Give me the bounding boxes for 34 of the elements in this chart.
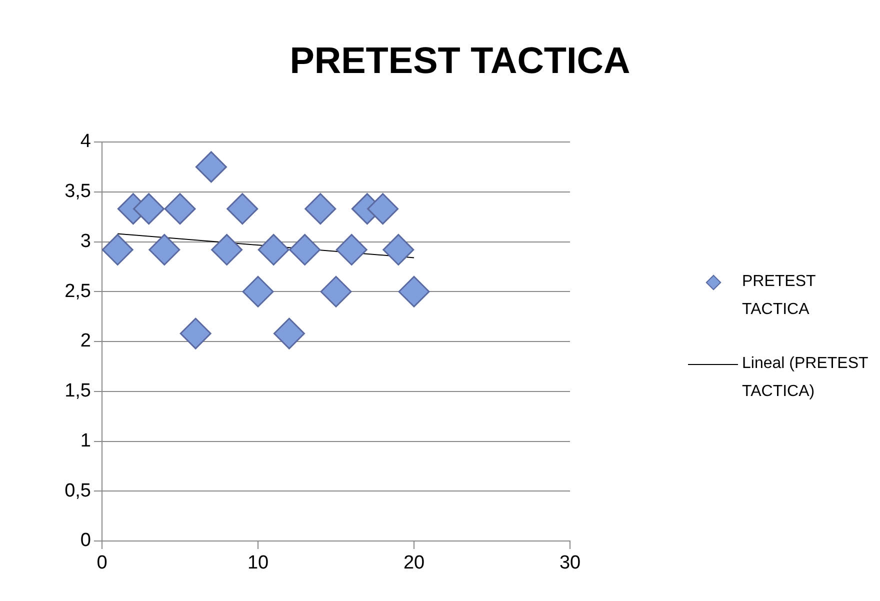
point	[226, 193, 258, 225]
x-tick-label: 0	[96, 552, 108, 574]
x-tick-label: 30	[559, 552, 581, 574]
y-tick-label: 0	[80, 530, 91, 552]
point	[195, 151, 227, 183]
point	[258, 234, 290, 266]
y-tick-label: 4	[80, 131, 92, 152]
legend-label: Lineal (PRETEST TACTICA)	[742, 354, 869, 402]
point	[102, 234, 134, 266]
y-tick-label: 2,5	[64, 280, 91, 302]
y-tick-label: 0,5	[64, 480, 91, 502]
point	[367, 193, 399, 225]
point	[164, 193, 196, 225]
point	[133, 193, 165, 225]
point	[398, 276, 430, 308]
chart-title: PRETEST TACTICA	[288, 40, 632, 82]
point	[180, 318, 212, 350]
point	[242, 276, 274, 308]
point	[336, 234, 368, 266]
point	[304, 193, 336, 225]
point	[211, 234, 243, 266]
y-tick-label: 1,5	[64, 380, 91, 402]
point	[320, 276, 352, 308]
y-tick-label: 2	[80, 330, 91, 352]
point	[148, 234, 180, 266]
point	[273, 318, 305, 350]
point	[289, 234, 321, 266]
x-tick-label: 20	[403, 552, 425, 574]
point	[382, 234, 414, 266]
legend-label: PRETEST TACTICA	[742, 272, 816, 320]
y-tick-label: 1	[80, 430, 91, 452]
y-tick-label: 3	[80, 230, 91, 252]
y-tick-label: 3,5	[64, 181, 91, 202]
x-tick-label: 10	[247, 552, 269, 574]
